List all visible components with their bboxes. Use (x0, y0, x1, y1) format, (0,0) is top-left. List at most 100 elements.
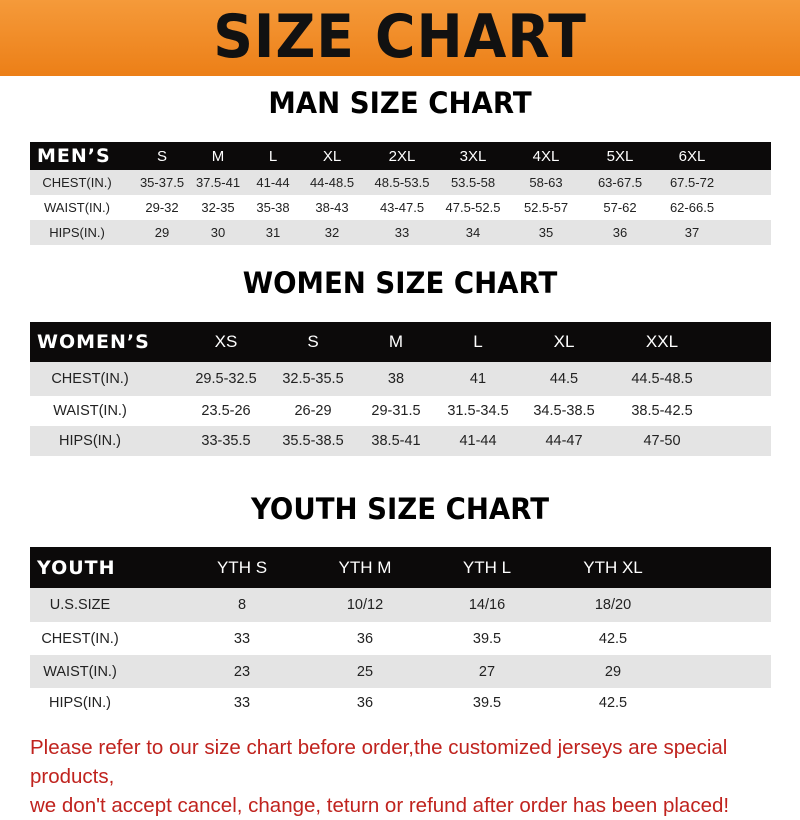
table-cell: 33-35.5 (201, 433, 251, 449)
table-cell: 18/20 (594, 597, 632, 613)
measurement-label: CHEST(IN.) (42, 175, 112, 190)
table-cell: 14/16 (468, 597, 506, 613)
table-cell: 44.5 (549, 371, 579, 387)
size-header-cell: L (268, 147, 278, 165)
table-cell: 36 (356, 630, 374, 647)
table-cell: 8 (237, 597, 247, 613)
size-header-cell: L (473, 332, 483, 351)
youth-size-table: YOUTH YTH S YTH M YTH L YTH XL U.S.SIZE 8 10/12… (30, 547, 771, 718)
measurement-label: CHEST(IN.) (41, 630, 119, 647)
table-header-row: MEN’S S M L XL 2XL 3XL 4XL 5XL 6XL (30, 142, 771, 170)
table-cell: 58-63 (529, 175, 563, 190)
size-header-cell: YTH S (216, 557, 268, 577)
table-cell: 47.5-52.5 (445, 200, 501, 215)
size-header-cell: S (156, 147, 168, 165)
table-row: CHEST(IN.) 29.5-32.5 32.5-35.5 38 41 44.5 44.5… (30, 362, 771, 396)
size-header-cell: YTH XL (583, 557, 643, 577)
table-cell: 62-66.5 (669, 200, 715, 215)
table-cell: 38.5-41 (371, 433, 421, 449)
table-cell: 44-47 (545, 433, 583, 449)
size-header-cell: 3XL (459, 147, 487, 165)
measurement-label: HIPS(IN.) (48, 695, 112, 711)
size-header-cell: M (388, 332, 404, 351)
size-header-cell: 2XL (388, 147, 416, 165)
youth-title: YOUTH SIZE CHART (250, 492, 550, 526)
table-row: HIPS(IN.) 33-35.5 35.5-38.5 38.5-41 41-44 44-… (30, 426, 771, 456)
table-cell: 37 (684, 225, 700, 240)
table-cell: 42.5 (598, 695, 628, 711)
table-cell: 44.5-48.5 (631, 371, 693, 387)
table-cell: 63-67.5 (597, 175, 643, 190)
size-header-cell: 5XL (606, 147, 634, 165)
table-row: U.S.SIZE 8 10/12 14/16 18/20 (30, 588, 771, 622)
table-cell: 36 (356, 695, 374, 711)
table-cell: 67.5-72 (669, 175, 715, 190)
table-cell: 41 (469, 371, 487, 387)
table-cell: 47-50 (643, 433, 681, 449)
size-header-cell: 4XL (532, 147, 560, 165)
table-cell: 26-29 (294, 403, 332, 419)
size-header-cell: YTH M (338, 557, 392, 577)
table-cell: 29 (604, 663, 622, 680)
table-title-cell: WOMEN’S (37, 331, 150, 353)
table-cell: 38.5-42.5 (631, 403, 693, 419)
measurement-label: U.S.SIZE (49, 597, 111, 613)
size-header-cell: M (211, 147, 225, 165)
table-cell: 53.5-58 (450, 175, 496, 190)
table-row: CHEST(IN.) 35-37.5 37.5-41 41-44 44-48.5 48.5… (30, 170, 771, 195)
table-title-cell: MEN’S (37, 145, 111, 167)
table-cell: 32.5-35.5 (282, 371, 344, 387)
size-header-cell: XXL (645, 332, 679, 351)
men-size-table: MEN’S S M L XL 2XL 3XL 4XL 5XL 6XL CHEST(IN.) 35-37… (30, 142, 771, 245)
table-cell: 41-44 (459, 433, 497, 449)
measurement-label: HIPS(IN.) (49, 225, 105, 240)
table-cell: 33 (233, 695, 251, 711)
size-header-cell: 6XL (678, 147, 706, 165)
table-cell: 38 (387, 371, 405, 387)
table-cell: 34.5-38.5 (533, 403, 595, 419)
table-cell: 33 (233, 630, 251, 647)
table-cell: 39.5 (472, 695, 502, 711)
banner: SIZE CHART (0, 0, 800, 76)
measurement-label: CHEST(IN.) (51, 371, 129, 387)
banner-title: SIZE CHART (213, 2, 587, 72)
table-header-row: YOUTH YTH S YTH M YTH L YTH XL (30, 547, 771, 588)
table-cell: 39.5 (472, 630, 502, 647)
table-cell: 27 (478, 663, 496, 680)
table-cell: 31.5-34.5 (447, 403, 509, 419)
table-row: HIPS(IN.) 33 36 39.5 42.5 (30, 688, 771, 718)
table-cell: 31 (265, 225, 281, 240)
table-cell: 29.5-32.5 (195, 371, 257, 387)
table-cell: 29-31.5 (371, 403, 421, 419)
size-header-cell: XL (322, 147, 342, 165)
table-cell: 37.5-41 (195, 175, 241, 190)
measurement-label: WAIST(IN.) (53, 403, 127, 419)
table-title-cell: YOUTH (37, 556, 116, 579)
table-cell: 48.5-53.5 (374, 175, 430, 190)
measurement-label: WAIST(IN.) (43, 663, 117, 680)
table-cell: 32-35 (201, 200, 235, 215)
table-row: HIPS(IN.) 29 30 31 32 33 34 35 36 37 (30, 220, 771, 245)
table-row: WAIST(IN.) 29-32 32-35 35-38 38-43 43-47.5 47.… (30, 195, 771, 220)
table-cell: 33 (394, 225, 410, 240)
table-cell: 57-62 (603, 200, 637, 215)
table-row: WAIST(IN.) 23.5-26 26-29 29-31.5 31.5-34.5 34… (30, 396, 771, 426)
table-cell: 52.5-57 (523, 200, 569, 215)
notice-line-1: Please refer to our size chart before or… (30, 736, 728, 788)
table-cell: 32 (324, 225, 340, 240)
table-cell: 41-44 (256, 175, 290, 190)
table-cell: 23 (233, 663, 251, 680)
table-cell: 36 (612, 225, 628, 240)
women-size-table: WOMEN’S XS S M L XL XXL CHEST(IN.) 29.5-32.5 32.5… (30, 322, 771, 456)
table-header-row: WOMEN’S XS S M L XL XXL (30, 322, 771, 362)
table-cell: 23.5-26 (201, 403, 251, 419)
table-cell: 30 (210, 225, 226, 240)
size-header-cell: S (307, 332, 319, 351)
measurement-label: WAIST(IN.) (44, 200, 110, 215)
size-header-cell: YTH L (462, 557, 512, 577)
notice-text: Please refer to our size chart before or… (30, 733, 780, 820)
table-cell: 35 (538, 225, 554, 240)
measurement-label: HIPS(IN.) (58, 433, 122, 449)
table-cell: 29 (154, 225, 170, 240)
table-cell: 34 (465, 225, 481, 240)
